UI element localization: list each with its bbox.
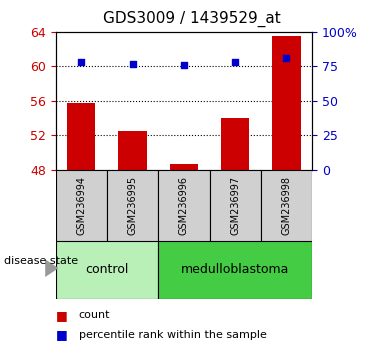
Text: disease state: disease state [4,256,78,266]
Bar [261,170,312,241]
Text: GSM236997: GSM236997 [230,176,240,235]
Bar [67,103,95,170]
Text: GSM236995: GSM236995 [128,176,137,235]
Text: GSM236996: GSM236996 [179,176,189,235]
Bar [170,164,198,170]
Text: percentile rank within the sample: percentile rank within the sample [79,330,267,339]
Point [232,59,238,65]
Point [129,61,136,67]
Bar [210,170,261,241]
Bar [272,36,301,170]
Bar [56,241,158,299]
Point [283,55,290,61]
Bar [107,170,158,241]
Text: GDS3009 / 1439529_at: GDS3009 / 1439529_at [103,11,280,27]
Text: control: control [85,263,129,276]
Bar [221,118,249,170]
Text: medulloblastoma: medulloblastoma [181,263,289,276]
Bar [56,170,107,241]
Text: GSM236998: GSM236998 [282,176,291,235]
Text: ■: ■ [56,309,67,321]
Text: count: count [79,310,110,320]
Polygon shape [45,259,59,277]
Bar [158,241,312,299]
Bar [118,131,147,170]
Bar [158,170,210,241]
Point [78,59,84,65]
Text: ■: ■ [56,328,67,341]
Point [181,62,187,68]
Text: GSM236994: GSM236994 [76,176,86,235]
